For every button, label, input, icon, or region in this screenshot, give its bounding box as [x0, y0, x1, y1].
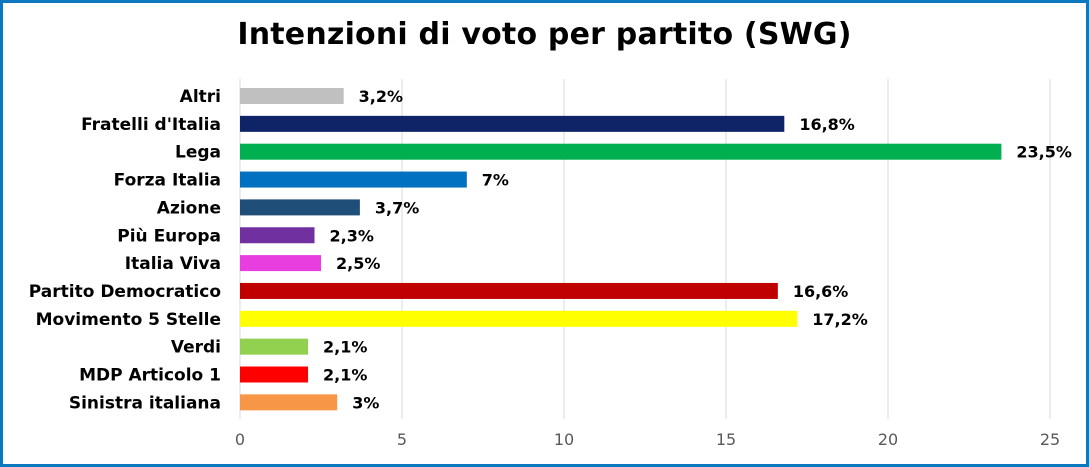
bar: [240, 282, 778, 299]
data-label: 3,7%: [375, 198, 419, 217]
data-label: 16,8%: [799, 115, 855, 134]
x-axis-ticks: 0 5 10 15 20 25: [235, 430, 1060, 449]
bar-chart: Altri Fratelli d'Italia Lega Forza Italia Az…: [29, 79, 1072, 449]
bar: [240, 338, 309, 355]
x-tick-label: 15: [716, 430, 736, 449]
bar: [240, 366, 309, 383]
bar: [240, 88, 344, 104]
bar: [240, 115, 785, 132]
data-label: 16,6%: [793, 282, 849, 301]
bar: [240, 143, 1002, 160]
chart-title: Intenzioni di voto per partito (SWG): [237, 17, 852, 52]
category-label: Verdi: [171, 338, 221, 358]
x-tick-label: 5: [397, 430, 407, 449]
category-label: Fratelli d'Italia: [81, 115, 221, 135]
x-tick-label: 25: [1040, 430, 1060, 449]
category-label: Partito Democratico: [29, 282, 221, 302]
bars: [240, 88, 1002, 411]
data-label: 2,3%: [330, 226, 374, 245]
data-label: 2,1%: [323, 366, 367, 385]
data-label: 2,1%: [323, 338, 367, 357]
data-label: 7%: [482, 171, 509, 190]
category-labels: Altri Fratelli d'Italia Lega Forza Italia Az…: [29, 87, 221, 413]
x-tick-label: 10: [554, 430, 574, 449]
category-label: MDP Articolo 1: [79, 366, 221, 386]
bar: [240, 199, 360, 216]
data-label: 23,5%: [1016, 143, 1072, 162]
category-label: Altri: [180, 87, 221, 107]
category-label: Azione: [157, 198, 221, 218]
bar: [240, 255, 321, 272]
bar: [240, 227, 315, 244]
category-label: Più Europa: [117, 226, 221, 246]
grid-lines: [239, 79, 1051, 419]
category-label: Forza Italia: [114, 171, 221, 191]
category-label: Lega: [175, 143, 221, 163]
category-label: Sinistra italiana: [69, 393, 221, 413]
bar: [240, 394, 338, 411]
data-label: 2,5%: [336, 254, 380, 273]
data-label: 17,2%: [812, 310, 868, 329]
category-label: Movimento 5 Stelle: [36, 310, 221, 330]
bar: [240, 171, 467, 188]
data-label: 3,2%: [359, 87, 403, 106]
x-tick-label: 0: [235, 430, 245, 449]
category-label: Italia Viva: [125, 254, 221, 274]
data-label: 3%: [352, 393, 379, 412]
value-labels: 3,2% 16,8% 23,5% 7% 3,7%2,3% 2,5% 16,6% 17,2% 2,…: [323, 87, 1072, 412]
x-tick-label: 20: [878, 430, 898, 449]
bar: [240, 310, 798, 327]
